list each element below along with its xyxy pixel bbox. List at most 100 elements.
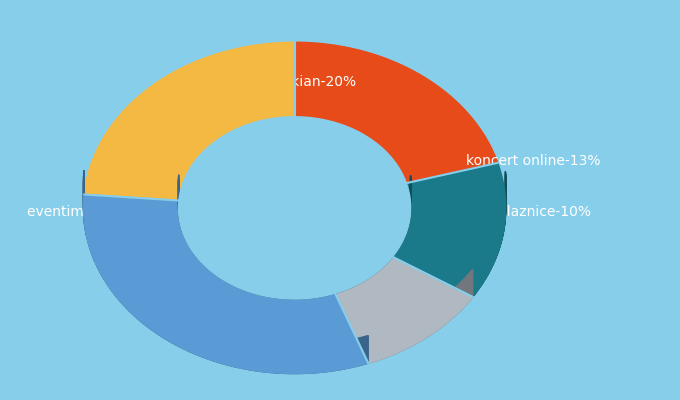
Polygon shape: [460, 282, 461, 311]
Polygon shape: [256, 266, 259, 294]
Polygon shape: [385, 330, 386, 358]
Polygon shape: [413, 316, 415, 345]
Polygon shape: [348, 340, 352, 368]
Polygon shape: [250, 342, 254, 370]
Polygon shape: [301, 346, 305, 374]
Polygon shape: [335, 342, 339, 370]
Polygon shape: [335, 266, 336, 293]
Text: koncert online-13%: koncert online-13%: [466, 154, 600, 168]
Polygon shape: [176, 317, 180, 347]
Polygon shape: [464, 278, 465, 307]
Polygon shape: [218, 334, 222, 363]
Polygon shape: [190, 220, 191, 249]
Polygon shape: [441, 299, 442, 327]
Polygon shape: [377, 332, 379, 360]
Polygon shape: [430, 307, 431, 335]
Polygon shape: [169, 313, 173, 343]
Polygon shape: [477, 262, 478, 291]
Polygon shape: [392, 163, 506, 297]
Polygon shape: [263, 344, 267, 372]
Polygon shape: [454, 288, 455, 317]
Polygon shape: [202, 329, 205, 358]
Polygon shape: [187, 323, 190, 352]
Polygon shape: [343, 263, 344, 290]
Polygon shape: [234, 339, 238, 368]
Polygon shape: [337, 265, 338, 293]
Polygon shape: [375, 333, 376, 361]
Polygon shape: [191, 221, 192, 250]
Polygon shape: [110, 261, 112, 291]
Polygon shape: [101, 246, 103, 276]
Polygon shape: [437, 302, 439, 330]
Polygon shape: [97, 240, 99, 270]
Polygon shape: [328, 267, 330, 295]
Polygon shape: [444, 296, 445, 325]
Polygon shape: [294, 271, 296, 299]
Polygon shape: [310, 270, 312, 298]
Polygon shape: [198, 231, 199, 260]
Polygon shape: [373, 334, 375, 362]
Polygon shape: [293, 346, 297, 374]
Polygon shape: [364, 336, 369, 364]
Polygon shape: [258, 344, 263, 372]
Polygon shape: [294, 42, 498, 183]
Polygon shape: [392, 327, 394, 355]
Polygon shape: [484, 252, 485, 281]
Polygon shape: [270, 269, 273, 297]
Polygon shape: [470, 272, 471, 300]
Polygon shape: [103, 249, 104, 280]
Polygon shape: [159, 307, 162, 337]
Polygon shape: [488, 246, 489, 274]
Polygon shape: [339, 264, 340, 292]
Polygon shape: [84, 42, 294, 200]
Polygon shape: [489, 244, 490, 273]
Polygon shape: [307, 270, 310, 298]
Polygon shape: [193, 224, 194, 254]
Polygon shape: [208, 241, 209, 270]
Polygon shape: [271, 345, 275, 373]
Polygon shape: [431, 306, 432, 334]
Polygon shape: [106, 255, 108, 286]
Polygon shape: [201, 234, 202, 263]
Polygon shape: [402, 322, 403, 350]
Polygon shape: [317, 269, 320, 297]
Polygon shape: [369, 335, 371, 363]
Polygon shape: [372, 334, 373, 362]
Polygon shape: [227, 254, 229, 283]
Polygon shape: [397, 324, 398, 353]
Polygon shape: [481, 256, 483, 285]
Polygon shape: [259, 267, 261, 295]
Polygon shape: [472, 269, 473, 298]
Polygon shape: [330, 266, 333, 294]
Polygon shape: [388, 328, 390, 356]
Polygon shape: [132, 286, 135, 316]
Polygon shape: [152, 303, 156, 332]
Polygon shape: [146, 298, 150, 328]
Polygon shape: [475, 264, 477, 293]
Polygon shape: [184, 209, 186, 239]
Polygon shape: [192, 223, 193, 252]
Polygon shape: [310, 345, 314, 373]
Polygon shape: [89, 217, 90, 248]
Polygon shape: [466, 276, 467, 304]
Polygon shape: [222, 251, 224, 280]
Polygon shape: [324, 268, 326, 296]
Polygon shape: [241, 261, 243, 290]
Polygon shape: [114, 266, 117, 297]
Polygon shape: [173, 315, 176, 345]
Polygon shape: [314, 345, 318, 373]
Polygon shape: [449, 292, 450, 321]
Polygon shape: [315, 270, 317, 298]
Polygon shape: [427, 309, 428, 337]
Polygon shape: [483, 253, 484, 282]
Text: dd tickets-31%: dd tickets-31%: [243, 311, 346, 325]
Polygon shape: [322, 344, 327, 372]
Polygon shape: [301, 271, 303, 299]
Polygon shape: [220, 250, 222, 279]
Polygon shape: [190, 324, 194, 354]
Polygon shape: [305, 346, 310, 373]
Polygon shape: [156, 305, 159, 335]
Polygon shape: [243, 262, 245, 290]
Polygon shape: [248, 264, 250, 292]
Polygon shape: [289, 271, 291, 299]
